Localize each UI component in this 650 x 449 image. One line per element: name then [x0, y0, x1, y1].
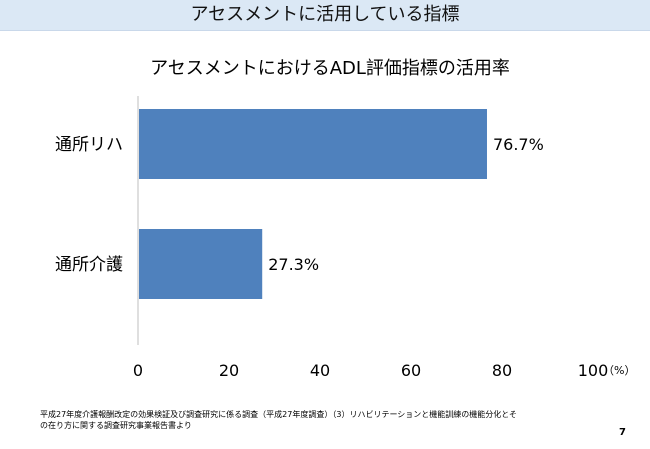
x-tick-label: 40 — [310, 361, 330, 380]
bar — [139, 229, 263, 299]
bar — [139, 109, 487, 179]
slide-header: アセスメントに活用している指標 — [0, 0, 650, 31]
page-number: 7 — [619, 427, 626, 438]
x-tick-label: 80 — [492, 361, 512, 380]
x-unit-label: （%） — [603, 364, 635, 377]
footnote-line-2: の在り方に関する調査研究事業報告書より — [40, 421, 192, 430]
chart-canvas: アセスメントにおけるADL評価指標の活用率 0 20 40 60 80 100（%） 通所リ… — [55, 58, 635, 380]
chart-title: アセスメントにおけるADL評価指標の活用率 — [150, 58, 510, 79]
x-tick-label: 100 — [578, 361, 609, 380]
bar-chart: アセスメントにおけるADL評価指標の活用率 0 20 40 60 80 100 （%） 通所リ… — [0, 38, 650, 394]
x-tick-label: 0 — [133, 361, 143, 380]
x-tick-label: 60 — [401, 361, 421, 380]
footnote-line-1: 平成27年度介護報酬改定の効果検証及び調査研究に係る調査（平成27年度調査）（3… — [40, 410, 518, 419]
x-tick-label: 20 — [219, 361, 239, 380]
slide-title: アセスメントに活用している指標 — [190, 4, 460, 25]
data-label: 27.3% — [268, 255, 319, 274]
category-label: 通所リハ — [55, 135, 123, 155]
category-label: 通所介護 — [55, 255, 123, 275]
chart-layer: 0 20 40 60 80 100（%） 通所リハ 76.7% 通所介護 27.3% — [55, 96, 635, 380]
footnote: 平成27年度介護報酬改定の効果検証及び調査研究に係る調査（平成27年度調査）（3… — [40, 409, 600, 431]
data-label: 76.7% — [493, 135, 544, 154]
